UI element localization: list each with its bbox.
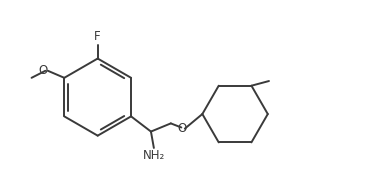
Text: NH₂: NH₂ [143,149,165,162]
Text: O: O [178,122,187,135]
Text: O: O [38,64,47,77]
Text: F: F [94,30,101,43]
